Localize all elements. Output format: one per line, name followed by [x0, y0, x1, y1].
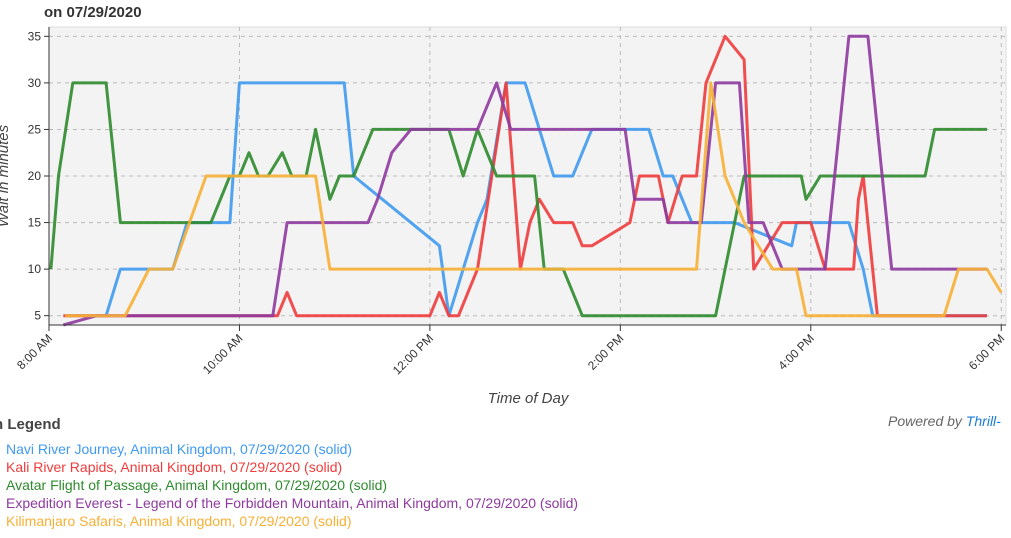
x-axis-label: Time of Day: [488, 390, 570, 407]
legend-item-2[interactable]: Kali River Rapids, Animal Kingdom, 07/29…: [6, 459, 343, 475]
y-tick-label: 5: [34, 309, 41, 323]
x-tick-label: 6:00 PM: [966, 331, 1008, 373]
series-line-5: [65, 81, 1003, 318]
series-line-4: [62, 34, 987, 327]
x-tick-label: 4:00 PM: [775, 331, 817, 373]
x-tick-label: 2:00 PM: [585, 331, 627, 373]
y-tick-label: 20: [28, 169, 42, 183]
x-tick-label: 12:00 PM: [390, 331, 436, 377]
legend-item-5[interactable]: Kilimanjaro Safaris, Animal Kingdom, 07/…: [6, 513, 352, 529]
y-tick-label: 35: [28, 29, 42, 43]
powered-by: Powered by Thrill-: [888, 413, 1001, 429]
legend-item-1[interactable]: Navi River Journey, Animal Kingdom, 07/2…: [6, 441, 353, 457]
y-tick-label: 25: [28, 122, 42, 136]
legend: Navi River Journey, Animal Kingdom, 07/2…: [6, 440, 578, 530]
series-line-3: [49, 81, 987, 318]
legend-item-4[interactable]: Expedition Everest - Legend of the Forbi…: [6, 495, 579, 511]
y-tick-label: 30: [28, 76, 42, 90]
powered-by-link[interactable]: Thrill-: [965, 413, 1001, 429]
series-line-2: [63, 34, 987, 318]
y-tick-label: 15: [28, 216, 42, 230]
y-tick-label: 10: [28, 262, 42, 276]
legend-item-3[interactable]: Avatar Flight of Passage, Animal Kingdom…: [6, 477, 388, 493]
powered-by-text: Powered by: [888, 413, 962, 429]
x-tick-label: 10:00 AM: [200, 331, 246, 377]
legend-title: n Legend: [0, 416, 61, 433]
x-tick-label: 8:00 AM: [14, 331, 55, 372]
chart-title: on 07/29/2020: [44, 4, 142, 21]
y-axis-label: Wait in minutes: [0, 124, 12, 227]
